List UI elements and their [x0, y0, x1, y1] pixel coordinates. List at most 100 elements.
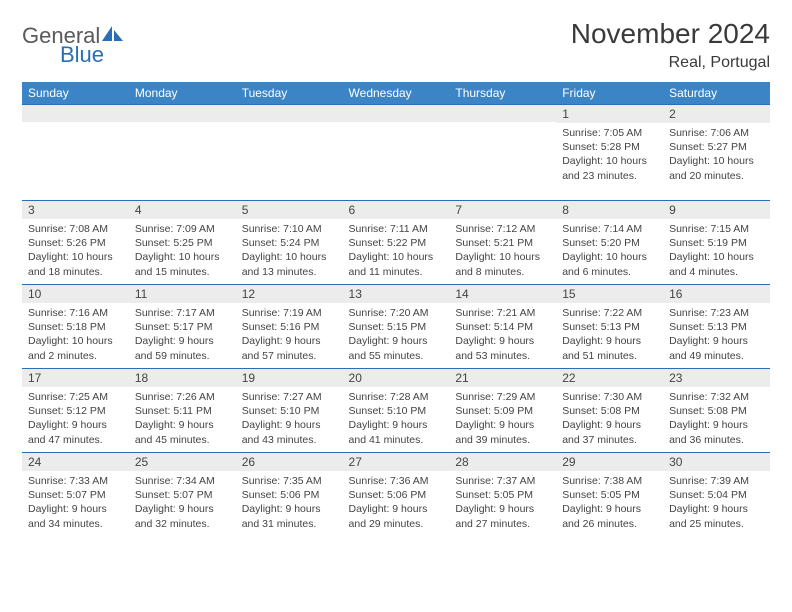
sunset-text: Sunset: 5:20 PM	[562, 236, 657, 250]
dh-sat: Saturday	[663, 82, 770, 105]
day-detail: Sunrise: 7:20 AMSunset: 5:15 PMDaylight:…	[343, 303, 450, 367]
day-detail: Sunrise: 7:27 AMSunset: 5:10 PMDaylight:…	[236, 387, 343, 451]
day-detail: Sunrise: 7:38 AMSunset: 5:05 PMDaylight:…	[556, 471, 663, 535]
day-detail: Sunrise: 7:19 AMSunset: 5:16 PMDaylight:…	[236, 303, 343, 367]
sunset-text: Sunset: 5:25 PM	[135, 236, 230, 250]
sunrise-text: Sunrise: 7:27 AM	[242, 390, 337, 404]
sunset-text: Sunset: 5:21 PM	[455, 236, 550, 250]
sunrise-text: Sunrise: 7:14 AM	[562, 222, 657, 236]
dh-mon: Monday	[129, 82, 236, 105]
sunset-text: Sunset: 5:13 PM	[562, 320, 657, 334]
location-label: Real, Portugal	[571, 54, 770, 72]
sunset-text: Sunset: 5:14 PM	[455, 320, 550, 334]
day-detail: Sunrise: 7:36 AMSunset: 5:06 PMDaylight:…	[343, 471, 450, 535]
day-detail: Sunrise: 7:39 AMSunset: 5:04 PMDaylight:…	[663, 471, 770, 535]
day-cell	[343, 105, 450, 201]
day-number	[236, 105, 343, 122]
daylight-text: Daylight: 10 hours and 13 minutes.	[242, 250, 337, 278]
sunrise-text: Sunrise: 7:29 AM	[455, 390, 550, 404]
sunset-text: Sunset: 5:27 PM	[669, 140, 764, 154]
day-number: 6	[343, 201, 450, 219]
day-number: 28	[449, 453, 556, 471]
sunrise-text: Sunrise: 7:25 AM	[28, 390, 123, 404]
sunrise-text: Sunrise: 7:21 AM	[455, 306, 550, 320]
daylight-text: Daylight: 9 hours and 41 minutes.	[349, 418, 444, 446]
day-cell: 16Sunrise: 7:23 AMSunset: 5:13 PMDayligh…	[663, 285, 770, 369]
day-detail: Sunrise: 7:35 AMSunset: 5:06 PMDaylight:…	[236, 471, 343, 535]
day-detail: Sunrise: 7:26 AMSunset: 5:11 PMDaylight:…	[129, 387, 236, 451]
day-number: 20	[343, 369, 450, 387]
day-cell: 9Sunrise: 7:15 AMSunset: 5:19 PMDaylight…	[663, 201, 770, 285]
day-detail: Sunrise: 7:37 AMSunset: 5:05 PMDaylight:…	[449, 471, 556, 535]
sunrise-text: Sunrise: 7:09 AM	[135, 222, 230, 236]
day-header-row: Sunday Monday Tuesday Wednesday Thursday…	[22, 82, 770, 105]
daylight-text: Daylight: 10 hours and 11 minutes.	[349, 250, 444, 278]
sunset-text: Sunset: 5:24 PM	[242, 236, 337, 250]
day-detail: Sunrise: 7:22 AMSunset: 5:13 PMDaylight:…	[556, 303, 663, 367]
day-number: 21	[449, 369, 556, 387]
sunrise-text: Sunrise: 7:36 AM	[349, 474, 444, 488]
sunset-text: Sunset: 5:16 PM	[242, 320, 337, 334]
sunset-text: Sunset: 5:06 PM	[349, 488, 444, 502]
day-detail: Sunrise: 7:10 AMSunset: 5:24 PMDaylight:…	[236, 219, 343, 283]
sunrise-text: Sunrise: 7:35 AM	[242, 474, 337, 488]
day-number: 29	[556, 453, 663, 471]
week-row: 3Sunrise: 7:08 AMSunset: 5:26 PMDaylight…	[22, 201, 770, 285]
sunrise-text: Sunrise: 7:28 AM	[349, 390, 444, 404]
month-title: November 2024	[571, 18, 770, 50]
day-number: 14	[449, 285, 556, 303]
sunset-text: Sunset: 5:07 PM	[135, 488, 230, 502]
day-detail: Sunrise: 7:09 AMSunset: 5:25 PMDaylight:…	[129, 219, 236, 283]
daylight-text: Daylight: 9 hours and 39 minutes.	[455, 418, 550, 446]
day-cell: 24Sunrise: 7:33 AMSunset: 5:07 PMDayligh…	[22, 453, 129, 537]
week-row: 1Sunrise: 7:05 AMSunset: 5:28 PMDaylight…	[22, 105, 770, 201]
sunset-text: Sunset: 5:22 PM	[349, 236, 444, 250]
sunrise-text: Sunrise: 7:10 AM	[242, 222, 337, 236]
day-number: 7	[449, 201, 556, 219]
day-cell: 22Sunrise: 7:30 AMSunset: 5:08 PMDayligh…	[556, 369, 663, 453]
day-cell: 25Sunrise: 7:34 AMSunset: 5:07 PMDayligh…	[129, 453, 236, 537]
sunset-text: Sunset: 5:12 PM	[28, 404, 123, 418]
day-detail: Sunrise: 7:33 AMSunset: 5:07 PMDaylight:…	[22, 471, 129, 535]
sunrise-text: Sunrise: 7:19 AM	[242, 306, 337, 320]
day-number: 5	[236, 201, 343, 219]
day-number: 24	[22, 453, 129, 471]
day-detail: Sunrise: 7:23 AMSunset: 5:13 PMDaylight:…	[663, 303, 770, 367]
title-block: November 2024 Real, Portugal	[571, 18, 770, 72]
day-cell	[236, 105, 343, 201]
day-number: 27	[343, 453, 450, 471]
sunset-text: Sunset: 5:18 PM	[28, 320, 123, 334]
daylight-text: Daylight: 10 hours and 6 minutes.	[562, 250, 657, 278]
day-number	[22, 105, 129, 122]
day-number: 30	[663, 453, 770, 471]
day-number: 15	[556, 285, 663, 303]
day-detail: Sunrise: 7:16 AMSunset: 5:18 PMDaylight:…	[22, 303, 129, 367]
dh-thu: Thursday	[449, 82, 556, 105]
sunset-text: Sunset: 5:17 PM	[135, 320, 230, 334]
day-detail: Sunrise: 7:28 AMSunset: 5:10 PMDaylight:…	[343, 387, 450, 451]
day-number: 8	[556, 201, 663, 219]
day-cell: 13Sunrise: 7:20 AMSunset: 5:15 PMDayligh…	[343, 285, 450, 369]
day-number: 4	[129, 201, 236, 219]
day-cell: 2Sunrise: 7:06 AMSunset: 5:27 PMDaylight…	[663, 105, 770, 201]
sunrise-text: Sunrise: 7:15 AM	[669, 222, 764, 236]
daylight-text: Daylight: 10 hours and 23 minutes.	[562, 154, 657, 182]
sunset-text: Sunset: 5:26 PM	[28, 236, 123, 250]
sunrise-text: Sunrise: 7:30 AM	[562, 390, 657, 404]
day-detail: Sunrise: 7:08 AMSunset: 5:26 PMDaylight:…	[22, 219, 129, 283]
day-number	[129, 105, 236, 122]
day-number: 2	[663, 105, 770, 123]
day-cell: 29Sunrise: 7:38 AMSunset: 5:05 PMDayligh…	[556, 453, 663, 537]
daylight-text: Daylight: 10 hours and 4 minutes.	[669, 250, 764, 278]
day-cell: 18Sunrise: 7:26 AMSunset: 5:11 PMDayligh…	[129, 369, 236, 453]
daylight-text: Daylight: 10 hours and 8 minutes.	[455, 250, 550, 278]
sunrise-text: Sunrise: 7:17 AM	[135, 306, 230, 320]
day-detail: Sunrise: 7:11 AMSunset: 5:22 PMDaylight:…	[343, 219, 450, 283]
daylight-text: Daylight: 9 hours and 36 minutes.	[669, 418, 764, 446]
dh-sun: Sunday	[22, 82, 129, 105]
day-number: 17	[22, 369, 129, 387]
day-cell: 26Sunrise: 7:35 AMSunset: 5:06 PMDayligh…	[236, 453, 343, 537]
day-cell	[129, 105, 236, 201]
day-cell: 23Sunrise: 7:32 AMSunset: 5:08 PMDayligh…	[663, 369, 770, 453]
daylight-text: Daylight: 9 hours and 43 minutes.	[242, 418, 337, 446]
